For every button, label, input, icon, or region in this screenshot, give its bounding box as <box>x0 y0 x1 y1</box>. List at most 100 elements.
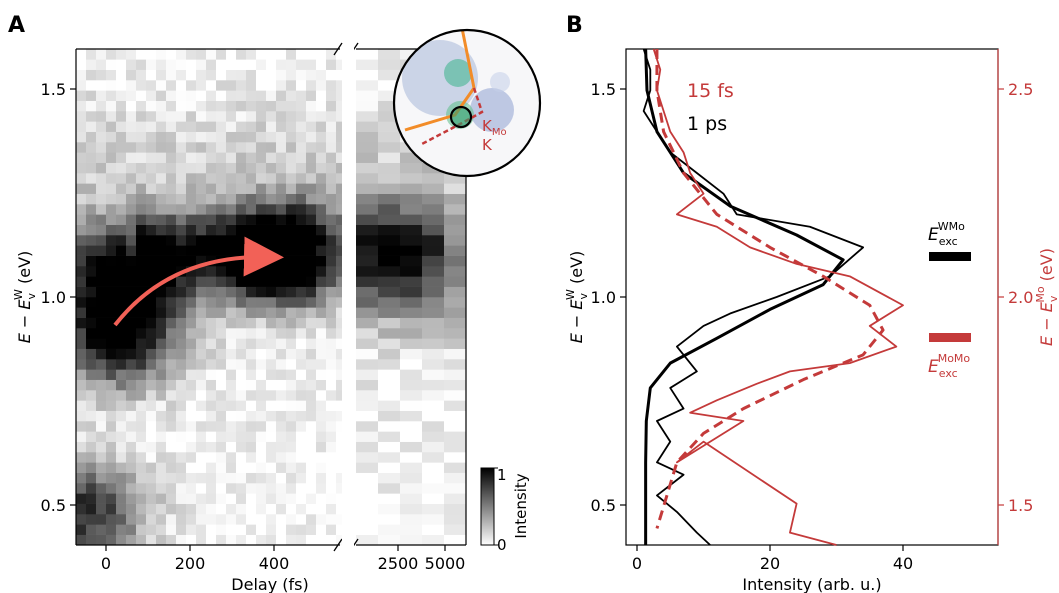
heatmap-cell <box>286 390 297 401</box>
heatmap-cell <box>444 390 467 401</box>
heatmap-cell <box>356 524 379 535</box>
legend-15fs: 15 fs <box>687 80 734 102</box>
heatmap-cell <box>206 245 217 256</box>
heatmap-cell <box>116 90 127 101</box>
heatmap-cell <box>246 204 257 215</box>
heatmap-cell <box>86 80 97 91</box>
heatmap-cell <box>378 452 401 463</box>
heatmap-cell <box>116 472 127 484</box>
heatmap-cell <box>226 472 237 484</box>
heatmap-cell <box>316 503 327 515</box>
heatmap-cell <box>378 359 401 370</box>
heatmap-cell <box>216 534 227 546</box>
heatmap-cell <box>400 255 423 267</box>
heatmap-cell <box>96 235 107 246</box>
heatmap-cell <box>326 503 337 515</box>
profile-ylabel-left: E − EvW (eV) <box>564 251 590 344</box>
heatmap-cell <box>86 276 97 287</box>
heatmap-cell <box>186 152 197 163</box>
heatmap-cell <box>276 472 287 484</box>
heatmap-cell <box>276 224 287 236</box>
heatmap-cell <box>336 173 347 184</box>
heatmap-cell <box>378 90 401 101</box>
heatmap-cell <box>176 493 187 504</box>
heatmap-cell <box>166 441 177 453</box>
ylabel-b-sup: W <box>564 289 577 300</box>
heatmap-cell <box>378 142 401 153</box>
heatmap-cell <box>246 297 257 308</box>
heatmap-cell <box>400 193 423 205</box>
heatmap-cell <box>186 410 197 422</box>
heatmap-cell <box>76 441 87 453</box>
heatmap-cell <box>266 80 277 91</box>
heatmap-cell <box>276 173 287 184</box>
heatmap-cell <box>206 379 217 391</box>
heatmap-cell <box>106 266 117 277</box>
heatmap-cell <box>266 421 277 432</box>
heatmap-cell <box>226 80 237 91</box>
heatmap-cell <box>76 359 87 370</box>
heatmap-cell <box>444 204 467 215</box>
heatmap-cell <box>256 214 267 225</box>
heatmap-cell <box>444 183 467 194</box>
heatmap-cell <box>316 328 327 339</box>
heatmap-cell <box>336 131 347 143</box>
heatmap-cell <box>76 90 87 101</box>
heatmap-cell <box>246 183 257 194</box>
heatmap-cell <box>126 441 137 453</box>
heatmap-cell <box>176 379 187 391</box>
heatmap-cell <box>96 534 107 546</box>
heatmap-cell <box>76 307 87 318</box>
heatmap-cell <box>400 400 423 411</box>
heatmap-cell <box>136 100 147 112</box>
heatmap-cell <box>400 286 423 298</box>
heatmap-cell <box>196 348 207 360</box>
heatmap-cell <box>146 152 157 163</box>
heatmap-cell <box>296 359 307 370</box>
heatmap-cell <box>136 224 147 236</box>
heatmap-cell <box>186 379 197 391</box>
heatmap-cell <box>326 49 337 60</box>
heatmap-cell <box>326 472 337 484</box>
heatmap-cell <box>196 524 207 535</box>
heatmap-cell <box>316 59 327 70</box>
heatmap-cell <box>216 59 227 70</box>
heatmap-cell <box>276 80 287 91</box>
heatmap-cell <box>286 503 297 515</box>
heatmap-cell <box>306 431 317 442</box>
heatmap-cell <box>96 452 107 463</box>
heatmap-cell <box>296 431 307 442</box>
heatmap-cell <box>156 100 167 112</box>
heatmap-cell <box>146 266 157 277</box>
heatmap-cell <box>236 69 247 81</box>
heatmap-cell <box>116 503 127 515</box>
heatmap-cell <box>176 152 187 163</box>
heatmap-cell <box>286 131 297 143</box>
heatmap-cell <box>246 534 257 546</box>
heatmap-cell <box>326 276 337 287</box>
heatmap-cell <box>156 534 167 546</box>
heatmap-cell <box>186 100 197 112</box>
heatmap-cell <box>236 255 247 267</box>
heatmap-cell <box>206 276 217 287</box>
heatmap-cell <box>136 90 147 101</box>
heatmap-cell <box>336 452 347 463</box>
heatmap-cell <box>86 379 97 391</box>
heatmap-cell <box>378 255 401 267</box>
heatmap-cell <box>176 514 187 525</box>
heatmap-cell <box>226 317 237 329</box>
heatmap-cell <box>236 431 247 442</box>
heatmap-cell <box>236 183 247 194</box>
heatmap-cell <box>96 514 107 525</box>
heatmap-cell <box>400 390 423 401</box>
heatmap-cell <box>186 214 197 225</box>
heatmap-cell <box>316 534 327 546</box>
heatmap-cell <box>146 431 157 442</box>
axis-break-gap <box>342 44 354 552</box>
heatmap-cell <box>86 400 97 411</box>
heatmap-cell <box>126 224 137 236</box>
heatmap-cell <box>76 193 87 205</box>
heatmap-cell <box>76 59 87 70</box>
heatmap-cell <box>356 255 379 267</box>
heatmap-cell <box>206 534 217 546</box>
